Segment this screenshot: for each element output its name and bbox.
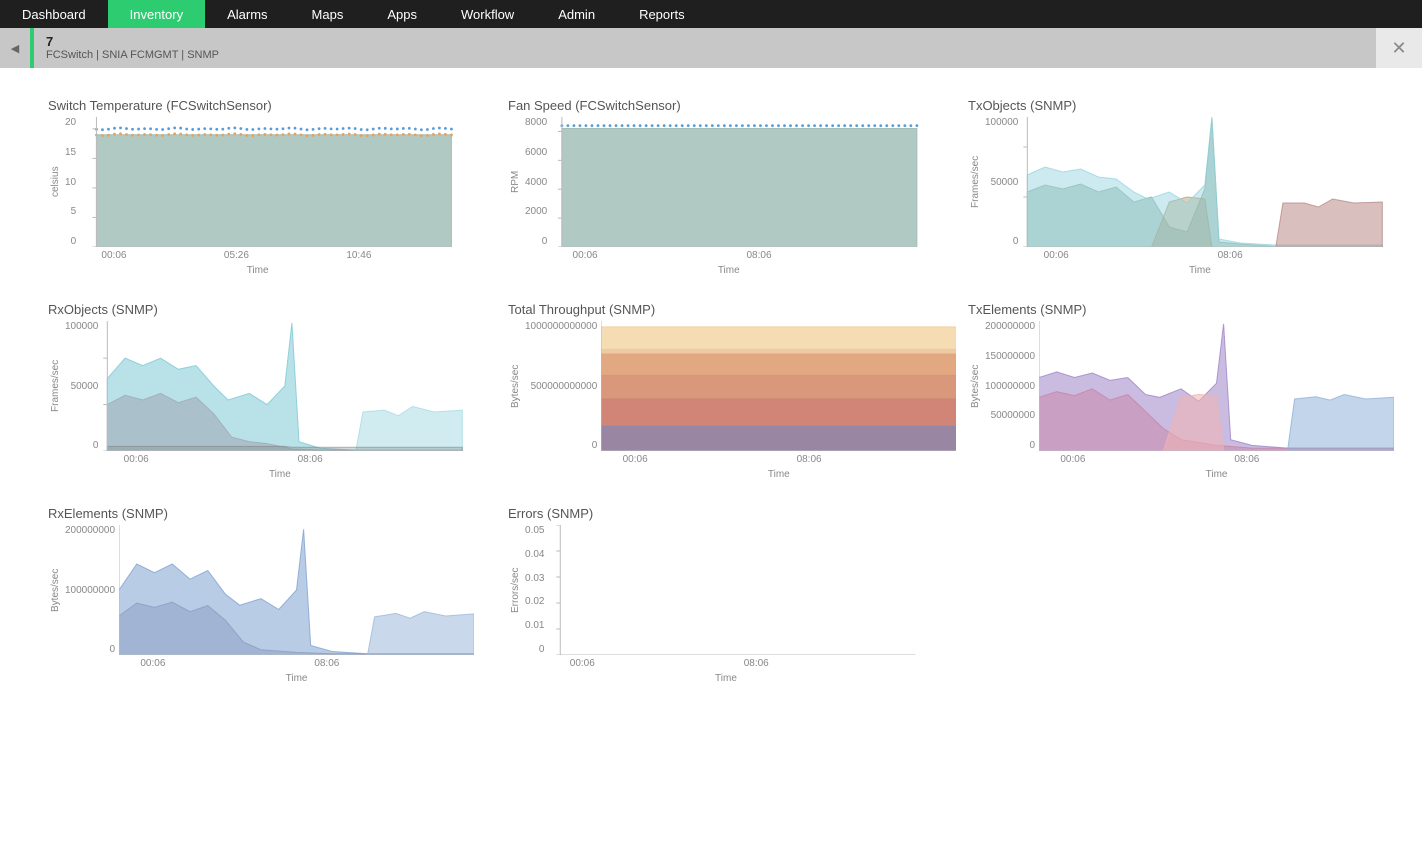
x-axis-ticks: 00:0608:06 bbox=[1039, 451, 1394, 463]
y-axis-label: Bytes/sec bbox=[968, 321, 983, 451]
y-axis-ticks: 200000000150000000100000000500000000 bbox=[983, 321, 1039, 451]
panel-title: RxElements (SNMP) bbox=[48, 506, 468, 521]
x-axis-label: Time bbox=[102, 469, 457, 480]
chart-tx-elements[interactable] bbox=[1039, 321, 1394, 451]
panel-total-throughput: Total Throughput (SNMP) Bytes/sec10000000… bbox=[508, 302, 928, 480]
chart-rx-elements[interactable] bbox=[119, 525, 474, 655]
x-axis-ticks: 00:0608:06 bbox=[102, 451, 457, 463]
panel-title: TxObjects (SNMP) bbox=[968, 98, 1388, 113]
x-axis-ticks: 00:0608:06 bbox=[1022, 247, 1377, 259]
chart-total-throughput[interactable] bbox=[601, 321, 956, 451]
y-axis-ticks: 80006000400020000 bbox=[523, 117, 551, 247]
nav-tab-alarms[interactable]: Alarms bbox=[205, 0, 289, 28]
x-axis-ticks: 00:0608:06 bbox=[548, 655, 903, 667]
panel-rx-elements: RxElements (SNMP) Bytes/sec20000000010000… bbox=[48, 506, 468, 684]
nav-tab-apps[interactable]: Apps bbox=[365, 0, 439, 28]
y-axis-ticks: 100000500000 bbox=[63, 321, 102, 451]
x-axis-ticks: 00:0608:06 bbox=[601, 451, 956, 463]
y-axis-label: Frames/sec bbox=[968, 117, 983, 247]
x-axis-label: Time bbox=[551, 265, 906, 276]
panel-errors: Errors (SNMP) Errors/sec0.050.040.030.020… bbox=[508, 506, 928, 684]
y-axis-ticks: 100000500000 bbox=[983, 117, 1022, 247]
y-axis-label: RPM bbox=[508, 117, 523, 247]
y-axis-ticks: 2000000001000000000 bbox=[63, 525, 119, 655]
panel-title: TxElements (SNMP) bbox=[968, 302, 1388, 317]
y-axis-label: Bytes/sec bbox=[508, 321, 523, 451]
panel-title: Switch Temperature (FCSwitchSensor) bbox=[48, 98, 468, 113]
panel-tx-elements: TxElements (SNMP) Bytes/sec20000000015000… bbox=[968, 302, 1388, 480]
chart-fan-speed[interactable] bbox=[551, 117, 928, 247]
y-axis-label: Frames/sec bbox=[48, 321, 63, 451]
top-nav: DashboardInventoryAlarmsMapsAppsWorkflow… bbox=[0, 0, 1422, 28]
panel-title: Fan Speed (FCSwitchSensor) bbox=[508, 98, 928, 113]
chart-tx-objects[interactable] bbox=[1022, 117, 1388, 247]
y-axis-ticks: 20151050 bbox=[63, 117, 80, 247]
x-axis-label: Time bbox=[80, 265, 435, 276]
y-axis-label: Errors/sec bbox=[508, 525, 523, 655]
x-axis-ticks: 00:0608:06 bbox=[551, 247, 906, 259]
x-axis-label: Time bbox=[119, 673, 474, 684]
nav-tab-maps[interactable]: Maps bbox=[290, 0, 366, 28]
y-axis-ticks: 10000000000005000000000000 bbox=[523, 321, 601, 451]
y-axis-label: celsius bbox=[48, 117, 63, 247]
chart-rx-objects[interactable] bbox=[102, 321, 468, 451]
y-axis-label: Bytes/sec bbox=[48, 525, 63, 655]
breadcrumb-bar: ◀ 7 FCSwitch | SNIA FCMGMT | SNMP ✕ bbox=[0, 28, 1422, 68]
panel-title: Total Throughput (SNMP) bbox=[508, 302, 928, 317]
x-axis-label: Time bbox=[1039, 469, 1394, 480]
nav-tab-admin[interactable]: Admin bbox=[536, 0, 617, 28]
panel-rx-objects: RxObjects (SNMP) Frames/sec10000050000000… bbox=[48, 302, 468, 480]
close-icon: ✕ bbox=[1391, 38, 1406, 59]
panel-title: Errors (SNMP) bbox=[508, 506, 928, 521]
chart-errors[interactable] bbox=[548, 525, 928, 655]
x-axis-label: Time bbox=[601, 469, 956, 480]
chart-grid: Switch Temperature (FCSwitchSensor) celsi… bbox=[0, 68, 1422, 714]
nav-tab-reports[interactable]: Reports bbox=[617, 0, 707, 28]
breadcrumb-path: FCSwitch | SNIA FCMGMT | SNMP bbox=[46, 49, 219, 62]
panel-tx-objects: TxObjects (SNMP) Frames/sec10000050000000… bbox=[968, 98, 1388, 276]
breadcrumb: 7 FCSwitch | SNIA FCMGMT | SNMP bbox=[34, 34, 231, 63]
panel-title: RxObjects (SNMP) bbox=[48, 302, 468, 317]
back-button[interactable]: ◀ bbox=[0, 42, 30, 55]
close-button[interactable]: ✕ bbox=[1376, 28, 1422, 68]
chart-switch-temp[interactable] bbox=[80, 117, 468, 247]
x-axis-ticks: 00:0605:2610:46 bbox=[80, 247, 435, 259]
x-axis-label: Time bbox=[548, 673, 903, 684]
panel-switch-temp: Switch Temperature (FCSwitchSensor) celsi… bbox=[48, 98, 468, 276]
x-axis-ticks: 00:0608:06 bbox=[119, 655, 474, 667]
breadcrumb-title: 7 bbox=[46, 34, 219, 50]
nav-tab-dashboard[interactable]: Dashboard bbox=[0, 0, 108, 28]
nav-tab-workflow[interactable]: Workflow bbox=[439, 0, 536, 28]
nav-tab-inventory[interactable]: Inventory bbox=[108, 0, 205, 28]
panel-fan-speed: Fan Speed (FCSwitchSensor) RPM80006000400… bbox=[508, 98, 928, 276]
y-axis-ticks: 0.050.040.030.020.010 bbox=[523, 525, 548, 655]
x-axis-label: Time bbox=[1022, 265, 1377, 276]
